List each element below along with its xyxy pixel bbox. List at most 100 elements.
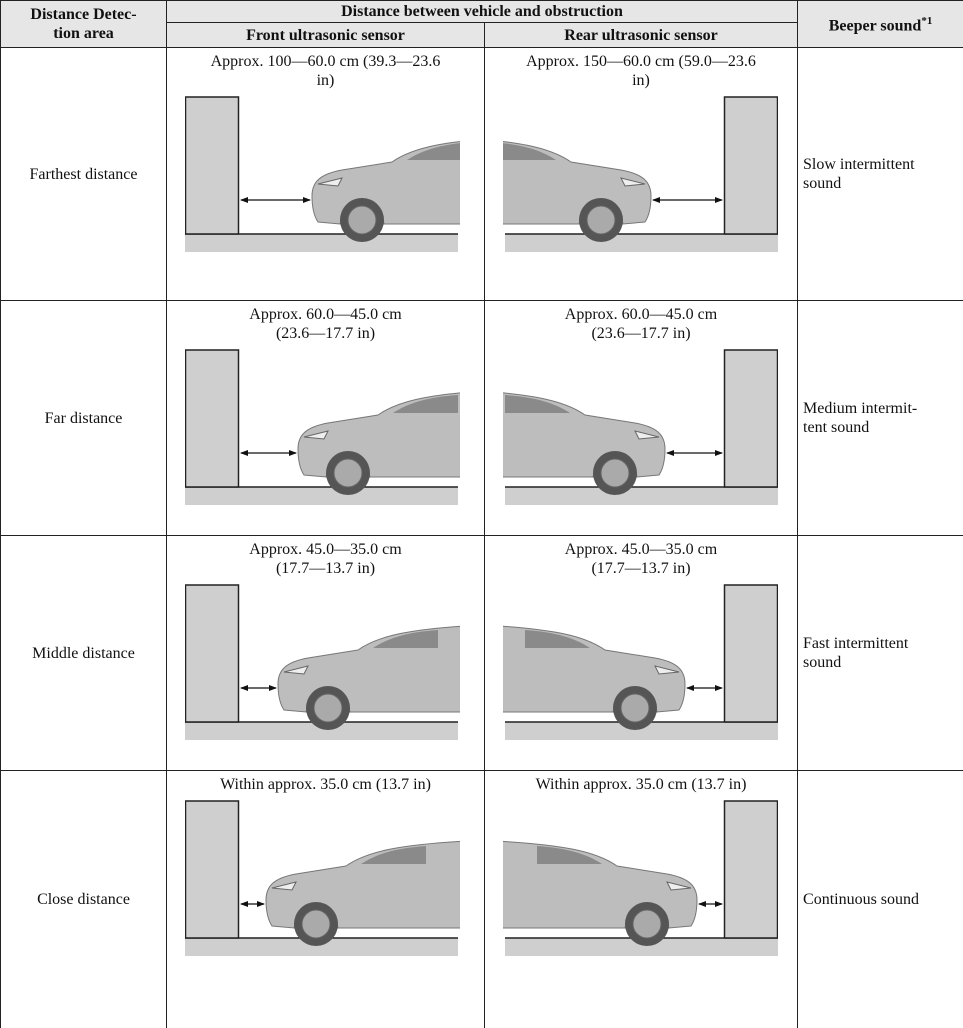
rim — [333, 458, 363, 488]
area-cell: Close distance — [0, 770, 167, 1028]
footnote-mark: *1 — [921, 15, 933, 28]
arrow-head — [289, 450, 297, 456]
arrow-head — [715, 685, 723, 691]
scene — [185, 800, 460, 956]
car — [277, 625, 460, 730]
cell-text: (23.6—17.7 in) — [275, 325, 376, 342]
car-light — [620, 177, 646, 187]
car — [503, 625, 686, 730]
arrow-head — [698, 901, 706, 907]
beeper-cell: Medium intermit-tent sound — [797, 300, 963, 536]
car-window — [525, 630, 590, 648]
header-text: tion area — [53, 25, 114, 42]
scene — [503, 96, 778, 252]
ground — [185, 487, 458, 505]
rim — [347, 205, 377, 235]
cell-text: Approx. 100—60.0 cm (39.3—23.6 — [210, 53, 441, 70]
car-window — [373, 630, 438, 648]
area-cell: Middle distance — [0, 535, 167, 771]
cell-text: sound — [803, 175, 842, 192]
car-light — [303, 430, 329, 440]
header-front: Front ultrasonic sensor — [166, 22, 485, 48]
car-window — [407, 143, 460, 160]
arrow-head — [269, 685, 277, 691]
illustration — [185, 584, 460, 740]
cell-text: Continuous sound — [803, 890, 920, 908]
header-distance: Distance between vehicle and obstruction — [165, 0, 799, 23]
cell-text: Approx. 60.0—45.0 cm — [249, 306, 402, 323]
arrow-head — [686, 685, 694, 691]
cell-text: in) — [316, 72, 335, 89]
arrow-head — [257, 901, 265, 907]
area-cell: Far distance — [0, 300, 167, 536]
car-light — [654, 665, 680, 675]
ground — [185, 722, 458, 740]
rim — [313, 693, 343, 723]
car — [503, 840, 698, 946]
arrow-head — [240, 685, 248, 691]
ground — [185, 234, 458, 252]
car-window — [537, 846, 602, 864]
cell-text: Approx. 60.0—45.0 cm — [564, 306, 718, 323]
arrow-head — [715, 450, 723, 456]
car — [297, 392, 460, 495]
wall — [723, 96, 778, 235]
car-window — [361, 846, 426, 864]
header-area: Distance Detec-tion area — [0, 0, 167, 48]
wall — [185, 96, 240, 235]
ground — [505, 938, 778, 956]
cell-text: Approx. 150—60.0 cm (59.0—23.6 — [526, 53, 756, 70]
car-light — [283, 665, 309, 675]
rim — [600, 458, 630, 488]
arrow-head — [240, 197, 248, 203]
cell-text: Within approx. 35.0 cm (13.7 in) — [535, 776, 747, 793]
arrow-head — [303, 197, 311, 203]
illustration — [503, 349, 778, 505]
cell-text: (17.7—13.7 in) — [275, 560, 376, 577]
ground — [185, 938, 458, 956]
car — [503, 140, 652, 242]
illustration — [185, 800, 460, 956]
cell-text: Approx. 45.0—35.0 cm — [249, 541, 402, 558]
front-cell: Approx. 100—60.0 cm (39.3—23.6 in) — [166, 47, 485, 301]
cell-text: Within approx. 35.0 cm (13.7 in) — [220, 776, 431, 793]
car-light — [317, 177, 343, 187]
cell-text: Slow intermittent — [803, 156, 915, 173]
rear-cell: Within approx. 35.0 cm (13.7 in) — [483, 770, 799, 1028]
cell-text: (17.7—13.7 in) — [591, 560, 691, 577]
wall — [185, 584, 240, 723]
illustration — [185, 349, 460, 505]
wall — [723, 584, 778, 723]
cell-text: sound — [803, 654, 842, 671]
cell-text: (23.6—17.7 in) — [591, 325, 691, 342]
car-window — [505, 395, 570, 413]
scene — [185, 96, 460, 252]
car-light — [634, 430, 660, 440]
rim — [632, 909, 662, 939]
car-light — [666, 881, 692, 891]
illustration — [503, 800, 778, 956]
beeper-cell: Fast intermittent sound — [797, 535, 963, 771]
illustration — [503, 584, 778, 740]
cell-text: tent sound — [803, 419, 870, 436]
wall — [723, 800, 778, 939]
car-window — [393, 395, 458, 413]
wall — [723, 349, 778, 488]
arrow-head — [240, 450, 248, 456]
car — [265, 840, 460, 946]
header-beeper: Beeper sound*1 — [797, 0, 963, 48]
scene — [503, 584, 778, 740]
arrow-head — [715, 901, 723, 907]
rim — [586, 205, 616, 235]
car-light — [271, 881, 297, 891]
scene — [503, 800, 778, 956]
area-cell: Farthest distance — [0, 47, 167, 301]
ground — [505, 234, 778, 252]
illustration — [503, 96, 778, 252]
arrow-head — [652, 197, 660, 203]
ground — [505, 722, 778, 740]
scene — [185, 584, 460, 740]
ground — [505, 487, 778, 505]
illustration — [185, 96, 460, 252]
